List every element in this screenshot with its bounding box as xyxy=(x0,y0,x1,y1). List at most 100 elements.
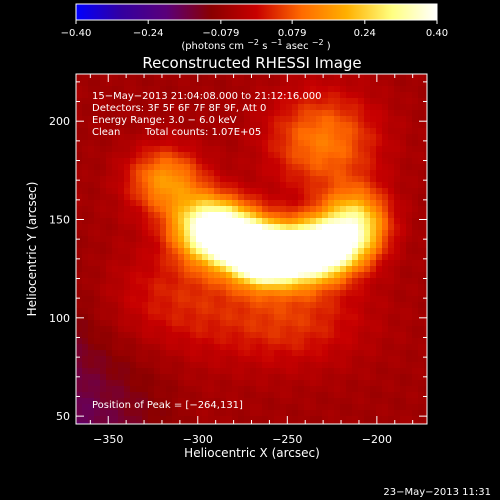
heatmap-cell xyxy=(346,170,353,177)
heatmap-cell xyxy=(334,176,341,183)
heatmap-cell xyxy=(232,308,239,315)
heatmap-cell xyxy=(106,266,113,273)
heatmap-cell xyxy=(100,398,107,405)
heatmap-cell xyxy=(160,302,167,309)
heatmap-cell xyxy=(184,380,191,387)
heatmap-cell xyxy=(370,110,377,117)
heatmap-cell xyxy=(88,74,95,81)
heatmap-cell xyxy=(178,320,185,327)
heatmap-cell xyxy=(214,404,221,411)
heatmap-cell xyxy=(334,242,341,249)
heatmap-cell xyxy=(136,404,143,411)
heatmap-cell xyxy=(136,92,143,99)
heatmap-cell xyxy=(418,308,425,315)
heatmap-cell xyxy=(214,152,221,159)
colorbar-tick-label: −0.079 xyxy=(202,28,239,39)
heatmap-cell xyxy=(340,176,347,183)
heatmap-cell xyxy=(334,392,341,399)
heatmap-cell xyxy=(184,248,191,255)
heatmap-cell xyxy=(274,398,281,405)
heatmap-cell xyxy=(262,386,269,393)
heatmap-cell xyxy=(154,260,161,267)
heatmap-cell xyxy=(274,92,281,99)
heatmap-cell xyxy=(88,404,95,411)
heatmap-cell xyxy=(160,98,167,105)
heatmap-cell xyxy=(310,110,317,117)
heatmap-cell xyxy=(214,290,221,297)
heatmap-cell xyxy=(100,164,107,171)
heatmap-cell xyxy=(244,338,251,345)
heatmap-cell xyxy=(346,194,353,201)
heatmap-cell xyxy=(316,404,323,411)
heatmap-cell xyxy=(250,260,257,267)
heatmap-cell xyxy=(292,248,299,255)
heatmap-cell xyxy=(190,152,197,159)
heatmap-cell xyxy=(226,200,233,207)
heatmap-cell xyxy=(166,254,173,261)
heatmap-cell xyxy=(280,128,287,135)
heatmap-cell xyxy=(196,410,203,417)
heatmap-cell xyxy=(310,224,317,231)
heatmap-cell xyxy=(376,350,383,357)
heatmap-cell xyxy=(274,314,281,321)
heatmap-cell xyxy=(76,410,83,417)
heatmap-cell xyxy=(124,224,131,231)
heatmap-cell xyxy=(346,272,353,279)
heatmap-cell xyxy=(94,320,101,327)
heatmap-cell xyxy=(388,362,395,369)
heatmap-cell xyxy=(136,116,143,123)
heatmap-cell xyxy=(238,320,245,327)
heatmap-cell xyxy=(316,110,323,117)
heatmap-cell xyxy=(286,236,293,243)
heatmap-cell xyxy=(226,212,233,219)
heatmap-cell xyxy=(388,164,395,171)
heatmap-cell xyxy=(322,188,329,195)
heatmap-cell xyxy=(256,278,263,285)
heatmap-cell xyxy=(190,188,197,195)
heatmap-cell xyxy=(232,242,239,249)
heatmap-cell xyxy=(208,332,215,339)
heatmap-cell xyxy=(220,218,227,225)
heatmap-cell xyxy=(82,272,89,279)
heatmap-cell xyxy=(340,224,347,231)
heatmap-cell xyxy=(82,200,89,207)
heatmap-cell xyxy=(370,134,377,141)
heatmap-cell xyxy=(190,110,197,117)
heatmap-cell xyxy=(376,122,383,129)
heatmap-cell xyxy=(292,194,299,201)
heatmap-cell xyxy=(112,404,119,411)
heatmap-cell xyxy=(418,326,425,333)
heatmap-cell xyxy=(148,422,155,424)
heatmap-cell xyxy=(292,326,299,333)
heatmap-cell xyxy=(112,344,119,351)
heatmap-cell xyxy=(364,326,371,333)
heatmap-cell xyxy=(352,158,359,165)
heatmap-cell xyxy=(394,362,401,369)
heatmap-cell xyxy=(340,188,347,195)
heatmap-cell xyxy=(88,200,95,207)
heatmap-cell xyxy=(220,386,227,393)
heatmap-cell xyxy=(256,272,263,279)
heatmap-cell xyxy=(154,254,161,261)
heatmap-cell xyxy=(268,326,275,333)
heatmap-cell xyxy=(166,242,173,249)
heatmap-cell xyxy=(280,134,287,141)
heatmap-cell xyxy=(400,332,407,339)
heatmap-cell xyxy=(124,188,131,195)
heatmap-cell xyxy=(202,410,209,417)
heatmap-cell xyxy=(142,236,149,243)
heatmap-cell xyxy=(136,104,143,111)
heatmap-cell xyxy=(106,410,113,417)
heatmap-cell xyxy=(160,326,167,333)
heatmap-cell xyxy=(136,128,143,135)
heatmap-cell xyxy=(376,392,383,399)
heatmap-cell xyxy=(244,242,251,249)
heatmap-cell xyxy=(106,368,113,375)
heatmap-cell xyxy=(232,320,239,327)
heatmap-cell xyxy=(208,356,215,363)
heatmap-cell xyxy=(220,410,227,417)
heatmap-cell xyxy=(244,134,251,141)
heatmap-cell xyxy=(268,368,275,375)
heatmap-cell xyxy=(166,356,173,363)
heatmap-cell xyxy=(286,158,293,165)
